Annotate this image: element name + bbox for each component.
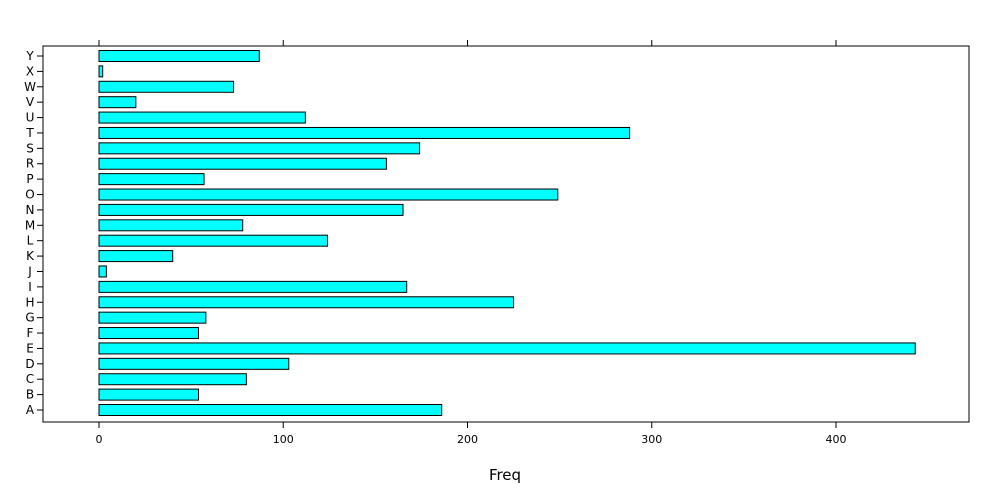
bar-B [98,388,199,401]
x-tick-label-300: 300 [641,433,662,446]
y-tick-label-P: P [26,172,33,186]
x-axis-title: Freq [489,466,521,484]
y-tick-label-E: E [26,341,34,355]
y-tick-label-F: F [27,326,34,340]
bar-J [98,265,107,278]
y-tick-label-O: O [25,188,34,202]
bar-P [98,173,205,186]
y-tick-label-K: K [26,249,35,263]
x-axis-ticks: 0 100 200 300 400 [96,40,847,446]
bar-E [98,342,916,355]
bar-R [98,157,387,170]
y-tick-label-I: I [28,280,32,294]
y-tick-label-T: T [25,126,34,140]
bars-group [98,50,916,416]
y-tick-label-H: H [25,295,34,309]
bar-X [98,65,104,78]
y-tick-label-U: U [26,111,35,125]
bar-O [98,188,559,201]
bar-S [98,142,421,155]
y-tick-label-A: A [26,403,35,417]
x-tick-label-100: 100 [273,433,294,446]
y-tick-label-X: X [26,64,34,78]
y-tick-label-M: M [25,218,35,232]
bar-A [98,404,443,416]
bar-M [98,219,244,232]
bar-W [98,80,235,93]
y-tick-label-D: D [25,357,34,371]
bar-N [98,203,404,216]
x-tick-label-200: 200 [457,433,478,446]
bar-K [98,250,174,263]
bar-H [98,296,515,309]
bar-I [98,280,408,293]
y-tick-label-J: J [27,264,32,278]
y-tick-label-N: N [26,203,35,217]
x-tick-label-0: 0 [96,433,103,446]
y-tick-label-R: R [26,157,34,171]
bar-Y [98,50,260,62]
x-tick-label-400: 400 [826,433,847,446]
plot-frame [42,45,970,423]
bar-T [98,126,631,139]
bar-G [98,311,207,324]
bar-V [98,96,137,109]
y-tick-label-G: G [25,311,34,325]
bar-L [98,234,328,247]
y-tick-label-B: B [26,388,34,402]
bar-C [98,373,247,386]
bar-F [98,327,199,340]
y-tick-label-Y: Y [25,49,34,63]
y-tick-label-C: C [26,372,34,386]
bar-D [98,357,290,370]
bar-U [98,111,306,124]
y-tick-label-V: V [26,95,35,109]
y-tick-label-L: L [27,234,34,248]
y-tick-label-S: S [26,141,34,155]
y-tick-label-W: W [24,80,36,94]
